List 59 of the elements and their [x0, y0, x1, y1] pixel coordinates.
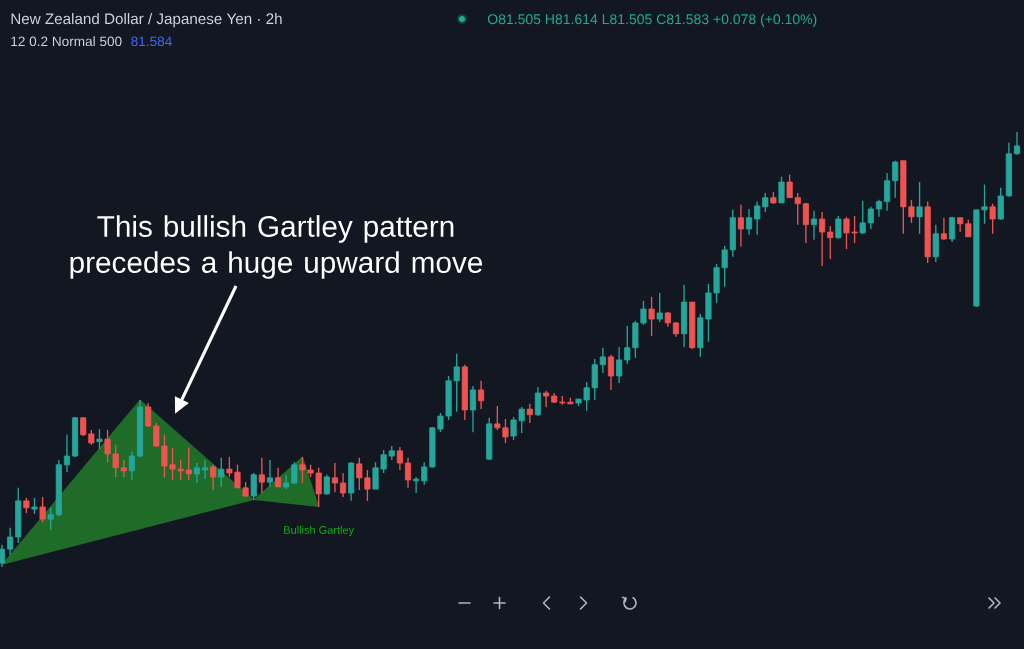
candlestick: [616, 346, 623, 384]
candlestick: [201, 459, 209, 480]
chart-title: New Zealand Dollar / Japanese Yen · 2h: [11, 12, 282, 28]
candlestick: [835, 215, 842, 240]
candlestick: [258, 457, 265, 494]
candlestick: [989, 203, 996, 235]
candlestick: [404, 457, 412, 489]
candlestick: [745, 208, 753, 236]
candlestick: [542, 390, 550, 408]
candlestick: [656, 292, 663, 323]
candlestick: [210, 464, 217, 491]
candlestick: [396, 446, 403, 471]
candlestick: [810, 210, 818, 241]
candlestick: [218, 457, 225, 488]
text: 81.584: [131, 36, 172, 47]
candlestick: [737, 203, 744, 248]
candlestick: [526, 403, 533, 424]
candlestick: [754, 200, 761, 236]
candlestick: [128, 451, 136, 481]
candlestick: [997, 187, 1004, 221]
candlestick: [916, 181, 923, 235]
candlestick: [323, 474, 330, 496]
candlestick: [145, 402, 152, 428]
candlestick: [932, 223, 939, 263]
candlestick: [339, 472, 347, 498]
candlestick: [892, 160, 899, 199]
candlestick: [867, 206, 874, 230]
candlestick: [778, 176, 785, 204]
candlestick: [599, 347, 606, 374]
candlestick: [859, 200, 866, 235]
candlestick: [802, 202, 809, 244]
candlestick: [275, 467, 282, 488]
candlestick: [819, 211, 826, 267]
candlestick: [7, 527, 14, 556]
candlestick: [534, 386, 542, 417]
chart-subtitle: O81.505 H81.614 L81.505 C81.583 +0.078 (+0.10%): [487, 13, 817, 27]
candlestick: [266, 459, 274, 488]
candlestick: [1013, 131, 1021, 156]
candlestick: [47, 507, 54, 531]
candlestick: [63, 434, 71, 473]
candlestick: [648, 296, 655, 337]
candlestick: [607, 354, 615, 391]
candlestick: [413, 476, 420, 494]
text: Bullish Gartley: [284, 525, 355, 537]
candlestick: [331, 462, 339, 493]
candlestick: [193, 462, 200, 484]
candlestick: [827, 225, 834, 260]
candlestick: [469, 385, 477, 433]
candlestick: [250, 472, 257, 501]
candlestick: [96, 428, 103, 450]
candlestick: [39, 496, 46, 523]
candlestick: [762, 192, 769, 213]
text: 12 0.2 Normal 500: [11, 36, 122, 47]
candlestick: [940, 217, 947, 241]
candlestick: [948, 216, 956, 243]
candlestick: [884, 172, 891, 212]
candlestick: [0, 544, 6, 568]
candlestick: [478, 380, 485, 410]
annotation: This bullish Gartley pattern precedes a huge upward move: [70, 215, 483, 279]
